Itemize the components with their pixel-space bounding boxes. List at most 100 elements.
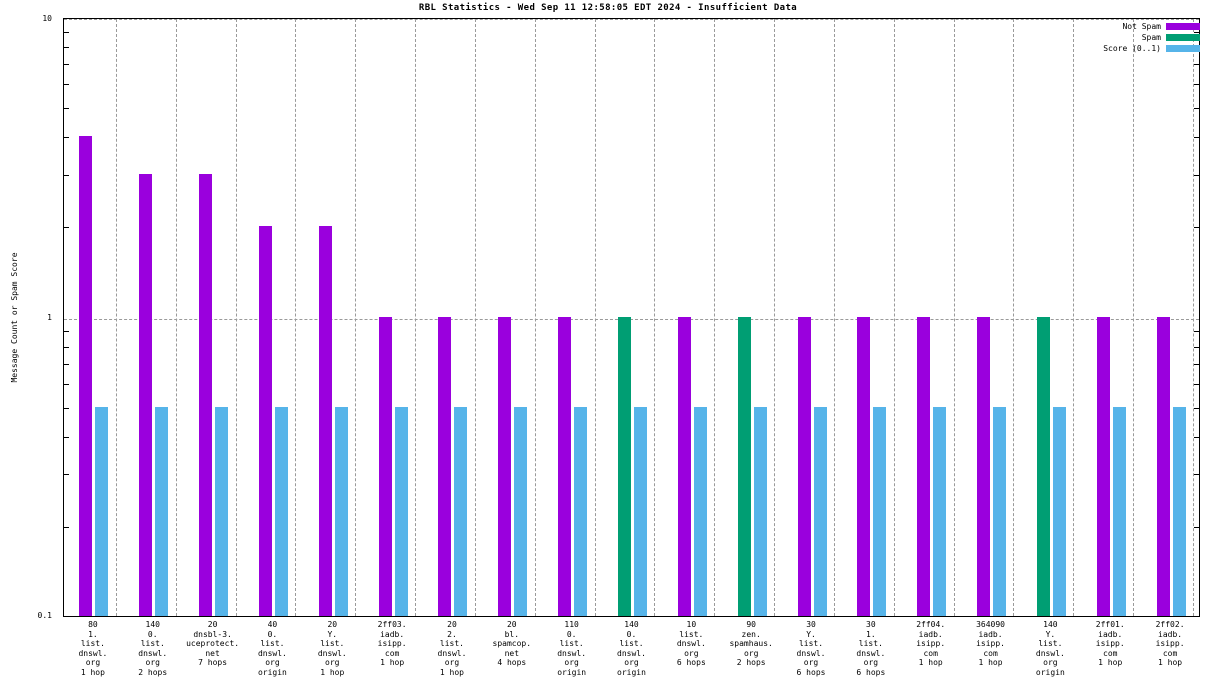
x-axis-tick-label-line: 140 bbox=[624, 620, 639, 629]
x-axis-tick-label: 140 Y. list. dnswl. org origin bbox=[1009, 620, 1091, 677]
x-axis-tick-label-line: org bbox=[325, 658, 340, 667]
bar-count bbox=[678, 316, 691, 616]
bar-score bbox=[454, 406, 467, 616]
chart-title: RBL Statistics - Wed Sep 11 12:58:05 EDT… bbox=[418, 3, 798, 13]
x-axis-tick-label-line: origin bbox=[557, 667, 587, 677]
bar-score bbox=[1053, 406, 1066, 616]
x-axis-tick-label: 10 list. dnswl. org 6 hops bbox=[650, 620, 732, 668]
x-axis-tick-label-line: uceprotect. bbox=[186, 639, 240, 648]
x-axis-tick-label-line: isipp. bbox=[377, 639, 407, 648]
y-axis-minor-tick bbox=[1194, 346, 1200, 348]
x-axis-tick-label: 110 0. list. dnswl. org origin bbox=[531, 620, 613, 677]
x-axis-tick-labels: 80 1. list. dnswl. org 1 hop 140 0. list. dnswl. o… bbox=[63, 620, 1200, 684]
x-axis-tick-label-line: 6 hops bbox=[676, 658, 706, 667]
y-axis-minor-tick bbox=[63, 331, 69, 333]
h-gridline bbox=[64, 19, 1199, 20]
x-axis-tick-label: 140 0. list. dnswl. org origin bbox=[591, 620, 673, 677]
bar-score bbox=[754, 406, 767, 616]
x-axis-tick-label-line: 0. bbox=[267, 629, 278, 639]
y-axis-minor-tick bbox=[1194, 407, 1200, 409]
x-axis-tick-label-line: dnswl. bbox=[856, 648, 886, 658]
bar-count bbox=[199, 173, 212, 616]
y-axis-minor-tick bbox=[1194, 227, 1200, 229]
x-axis-tick-label-line: list. bbox=[439, 639, 464, 648]
x-axis-tick-label-line: net bbox=[504, 648, 520, 658]
bar-score bbox=[873, 406, 886, 616]
x-axis-tick-label: 140 0. list. dnswl. org 2 hops bbox=[112, 620, 194, 677]
x-axis-tick-label-line: list. bbox=[1038, 639, 1063, 648]
v-gridline bbox=[1013, 19, 1014, 616]
x-axis-tick-label-line: isipp. bbox=[916, 639, 946, 648]
bar-score bbox=[275, 406, 288, 616]
bar-score bbox=[215, 406, 228, 616]
x-axis-tick-label-line: 30 bbox=[806, 620, 816, 629]
y-axis-minor-tick bbox=[63, 526, 69, 528]
y-axis-minor-tick bbox=[63, 174, 69, 176]
bar-count bbox=[1097, 316, 1110, 616]
x-axis-tick-label-line: com bbox=[923, 648, 938, 658]
x-axis-tick-label-line: list. bbox=[140, 639, 165, 648]
bar-score bbox=[1173, 406, 1186, 616]
x-axis-tick-label: 30 1. list. dnswl. org 6 hops bbox=[830, 620, 912, 677]
h-gridline bbox=[64, 318, 1199, 320]
y-axis-minor-tick bbox=[63, 137, 69, 139]
bar-score bbox=[993, 406, 1006, 616]
y-axis-tick-label: 1 bbox=[47, 312, 52, 322]
x-axis-tick-label-line: dnswl. bbox=[317, 648, 347, 658]
v-gridline bbox=[834, 19, 835, 616]
x-axis-tick-label-line: 6 hops bbox=[856, 667, 886, 677]
legend-label-spam: Spam bbox=[1141, 33, 1161, 42]
bar-count bbox=[259, 226, 272, 616]
x-axis-tick-label-line: 1 hop bbox=[80, 667, 105, 677]
x-axis-tick-label: 20 dnsbl-3. uceprotect. net 7 hops bbox=[172, 620, 254, 668]
x-axis-tick-label: 364090 iadb. isipp. com 1 hop bbox=[950, 620, 1032, 668]
bar-count bbox=[558, 316, 571, 616]
x-axis-tick-label-line: org bbox=[743, 648, 759, 658]
bar-count bbox=[139, 173, 152, 616]
y-axis-minor-tick bbox=[63, 64, 69, 66]
chart-legend: Not Spam Spam Score (0..1) bbox=[1103, 22, 1200, 53]
x-axis-tick-label: 2ff01. iadb. isipp. com 1 hop bbox=[1069, 620, 1151, 668]
bar-score bbox=[335, 406, 348, 616]
v-gridline bbox=[595, 19, 596, 616]
x-axis-tick-label-line: spamhaus. bbox=[729, 639, 773, 648]
x-axis-tick-label-line: 10 bbox=[686, 620, 697, 629]
x-axis-tick-label-line: 2. bbox=[447, 629, 457, 639]
bar-score bbox=[95, 406, 108, 616]
y-axis-minor-tick bbox=[1194, 174, 1200, 176]
x-axis-tick-label-line: 2ff03. bbox=[377, 620, 407, 629]
x-axis-tick-label: 2ff03. iadb. isipp. com 1 hop bbox=[351, 620, 433, 668]
x-axis-tick-label-line: iadb. bbox=[978, 629, 1003, 639]
v-gridline bbox=[295, 19, 296, 616]
bar-score bbox=[933, 406, 946, 616]
y-axis-minor-tick bbox=[63, 474, 69, 476]
y-axis-minor-tick bbox=[1194, 31, 1200, 33]
x-axis-tick-label-line: 80 bbox=[88, 620, 98, 629]
y-axis-tick-label: 0.1 bbox=[37, 611, 52, 620]
x-axis-tick-label-line: org bbox=[624, 658, 639, 667]
x-axis-tick-label-line: list. bbox=[858, 639, 883, 648]
x-axis-tick-label-line: origin bbox=[257, 667, 287, 677]
bar-count bbox=[798, 316, 811, 616]
x-axis-tick-label-line: list. bbox=[320, 639, 345, 648]
x-axis-tick-label-line: iadb. bbox=[918, 629, 943, 639]
x-axis-tick-label-line: com bbox=[1162, 648, 1178, 658]
x-axis-tick-label-line: 20 bbox=[207, 620, 218, 629]
x-axis-tick-label-line: 20 bbox=[447, 620, 457, 629]
bar-count bbox=[618, 316, 631, 616]
v-gridline bbox=[1193, 19, 1194, 616]
plot-area bbox=[63, 18, 1200, 617]
x-axis-tick-label-line: 0. bbox=[626, 629, 637, 639]
x-axis-tick-label-line: Y. bbox=[806, 629, 816, 639]
x-axis-tick-label-line: 6 hops bbox=[796, 667, 826, 677]
x-axis-tick-label-line: org bbox=[85, 658, 101, 667]
x-axis-tick-label-line: 1 hop bbox=[439, 667, 464, 677]
x-axis-tick-label-line: 140 bbox=[1043, 620, 1058, 629]
x-axis-tick-label: 40 0. list. dnswl. org origin bbox=[232, 620, 314, 677]
y-axis-minor-tick bbox=[63, 84, 69, 86]
x-axis-tick-label-line: 1. bbox=[866, 629, 876, 639]
legend-swatch-not-spam bbox=[1166, 23, 1200, 30]
x-axis-tick-label-line: dnswl. bbox=[257, 648, 287, 658]
bar-score bbox=[694, 406, 707, 616]
